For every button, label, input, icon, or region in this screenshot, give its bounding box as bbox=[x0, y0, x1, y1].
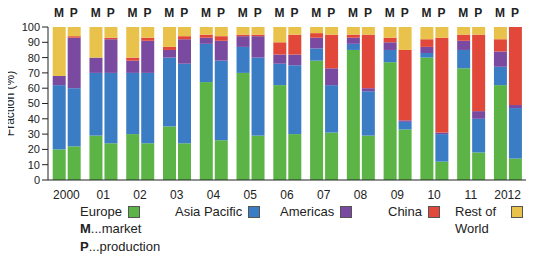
svg-text:M: M bbox=[91, 8, 101, 20]
svg-text:100: 100 bbox=[22, 21, 40, 33]
svg-text:M: M bbox=[275, 8, 285, 20]
svg-text:P: P bbox=[511, 8, 519, 20]
svg-text:M: M bbox=[238, 8, 248, 20]
svg-text:90: 90 bbox=[28, 36, 40, 48]
svg-text:07: 07 bbox=[317, 188, 331, 202]
svg-text:M: M bbox=[201, 8, 211, 20]
svg-text:2012: 2012 bbox=[494, 188, 521, 202]
html-text:P...production: P...production bbox=[80, 239, 161, 254]
svg-text:05: 05 bbox=[244, 188, 258, 202]
svg-text:50: 50 bbox=[28, 97, 40, 109]
svg-text:M: M bbox=[348, 8, 358, 20]
svg-text:40: 40 bbox=[28, 113, 40, 125]
svg-text:M: M bbox=[54, 8, 64, 20]
svg-text:70: 70 bbox=[28, 67, 40, 79]
svg-text:P: P bbox=[327, 8, 335, 20]
svg-text:M: M bbox=[127, 8, 137, 20]
svg-text:P: P bbox=[401, 8, 409, 20]
svg-text:60: 60 bbox=[28, 82, 40, 94]
svg-text:0: 0 bbox=[34, 174, 40, 186]
svg-text:P: P bbox=[217, 8, 225, 20]
svg-text:04: 04 bbox=[207, 188, 221, 202]
svg-text:08: 08 bbox=[354, 188, 368, 202]
svg-text:P: P bbox=[364, 8, 372, 20]
html-text:M...market: M...market bbox=[80, 221, 142, 236]
html-text:Americas: Americas bbox=[280, 204, 335, 219]
svg-text:03: 03 bbox=[170, 188, 184, 202]
svg-text:2000: 2000 bbox=[53, 188, 80, 202]
svg-text:P: P bbox=[107, 8, 115, 20]
svg-text:M: M bbox=[422, 8, 432, 20]
svg-text:01: 01 bbox=[96, 188, 110, 202]
svg-text:10: 10 bbox=[28, 159, 40, 171]
svg-text:80: 80 bbox=[28, 52, 40, 64]
svg-text:10: 10 bbox=[427, 188, 441, 202]
html-text:Europe: Europe bbox=[80, 204, 122, 219]
svg-text:06: 06 bbox=[280, 188, 294, 202]
svg-text:Fraction (%): Fraction (%) bbox=[8, 71, 17, 136]
svg-text:30: 30 bbox=[28, 128, 40, 140]
svg-text:M: M bbox=[385, 8, 395, 20]
svg-text:11: 11 bbox=[465, 188, 478, 202]
svg-text:P: P bbox=[143, 8, 151, 20]
svg-text:M: M bbox=[311, 8, 321, 20]
svg-text:M: M bbox=[164, 8, 174, 20]
svg-text:09: 09 bbox=[391, 188, 405, 202]
html-text:China: China bbox=[388, 204, 422, 219]
svg-text:P: P bbox=[70, 8, 78, 20]
svg-text:M: M bbox=[458, 8, 468, 20]
svg-text:P: P bbox=[290, 8, 298, 20]
svg-text:P: P bbox=[438, 8, 446, 20]
html-text:Rest of World: Rest of World bbox=[455, 204, 497, 236]
svg-text:P: P bbox=[180, 8, 188, 20]
svg-text:P: P bbox=[254, 8, 262, 20]
svg-text:M: M bbox=[495, 8, 505, 20]
svg-text:P: P bbox=[474, 8, 482, 20]
html-text:Asia Pacific: Asia Pacific bbox=[175, 204, 243, 219]
svg-text:20: 20 bbox=[28, 143, 40, 155]
svg-text:02: 02 bbox=[133, 188, 147, 202]
